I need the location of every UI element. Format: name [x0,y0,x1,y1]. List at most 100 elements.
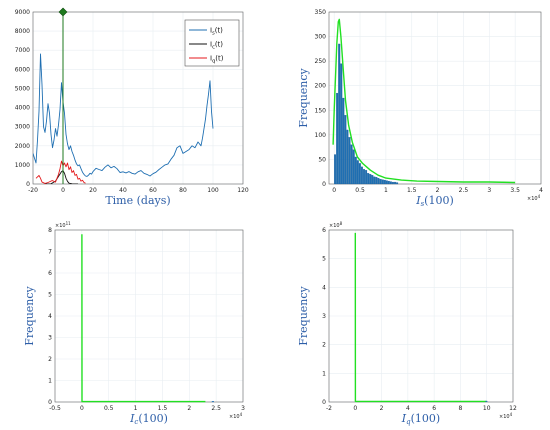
x-tick-label: 1.5 [407,187,417,194]
y-axis-label: Frequency [297,67,310,127]
y-exponent: ×108 [329,221,343,229]
chart-3: -0.5 0 0.5 1 1.5 2 2.5 3012345678×104×1011Ic(10… [23,221,245,426]
x-tick-label: 1 [384,187,388,194]
histogram-bar [340,63,343,185]
y-tick-label: 0 [322,181,326,188]
x-exponent: ×104 [229,412,243,420]
y-tick-label: 4 [48,313,52,320]
histogram-bar [375,177,378,185]
x-tick-label: 1.5 [158,405,168,412]
legend: Is(t) Ic(t) Iq(t) [184,19,240,67]
histogram-bar [383,179,386,185]
y-tick-label: 1 [48,378,52,385]
x-tick-label: 8 [459,405,463,412]
x-tick-label: 2.5 [459,187,469,194]
y-tick-label: 3 [48,335,52,342]
y-tick-label: 3 [322,313,326,320]
histogram-bar [334,154,337,185]
x-tick-label: 0 [353,405,357,412]
legend-label: Ic(t) [210,41,223,51]
x-tick-label: 0.5 [104,405,114,412]
series-line-Is(t) [33,53,214,177]
y-tick-label: 1 [322,370,326,377]
y-tick-label: 0 [26,181,30,188]
x-tick-label: 2 [436,187,440,194]
density-line-1 [81,234,206,403]
chart-2: 0 0.5 1 1.5 2 2.5 3 3.5 4 0 50 100 150 200 250 300 350 ×1… [297,9,543,208]
y-axis-label: Frequency [23,285,36,345]
histogram-bar [391,181,394,185]
legend-label: Iq(t) [210,55,224,65]
histogram-bar [387,180,390,185]
y-tick-label: 50 [318,156,326,163]
x-tick-label: 2 [187,405,191,412]
y-tick-label: 7 [48,249,52,256]
series-line-Iq(t) [35,160,86,184]
y-tick-label: 8000 [15,28,30,35]
histogram-bar [346,129,349,185]
y-tick-label: 1000 [15,162,30,169]
x-axis-label: Iq(100) [401,412,440,426]
x-axis-label: Is(100) [415,194,454,208]
x-exponent: ×104 [527,194,541,202]
x-tick-label: 40 [119,187,127,194]
x-tick-label: 10 [483,405,491,412]
histogram-bar [348,137,351,185]
diamond-marker [58,7,68,17]
y-tick-label: 2000 [15,143,30,150]
histogram-bar [379,178,382,185]
density-line-1 [354,232,487,403]
y-tick-label: 6000 [15,66,30,73]
histogram-bar [356,160,359,185]
histogram-bar [377,178,380,185]
y-tick-label: 5000 [15,85,30,92]
x-tick-label: 20 [89,187,97,194]
y-tick-label: 4000 [15,105,30,112]
y-tick-label: 350 [315,9,327,16]
x-tick-label: -2 [326,405,332,412]
chart-1: -20 0 20 40 60 80 100 1200100020003000400050006… [15,7,249,207]
x-tick-label: 0 [61,187,65,194]
gridlines [329,11,542,185]
histogram-bar [344,115,347,185]
x-axis-label: Time (days) [105,194,170,207]
x-exponent: ×104 [499,412,513,420]
y-tick-label: 0 [322,399,326,406]
y-tick-label: 5 [322,256,326,263]
histogram-bar [354,156,357,185]
x-axis-label: Ic(100) [129,412,168,426]
x-tick-label: 1 [134,405,138,412]
y-tick-label: 5 [48,292,52,299]
x-tick-label: 120 [237,187,249,194]
histogram-bars [334,43,399,185]
x-tick-label: 60 [149,187,157,194]
y-tick-label: 200 [315,83,327,90]
x-tick-label: 4 [539,187,543,194]
x-tick-label: 2 [380,405,384,412]
histogram-bar [350,144,353,185]
y-tick-label: 3000 [15,124,30,131]
y-tick-label: 150 [315,107,327,114]
x-tick-label: 0.5 [355,187,365,194]
histogram-bar [352,149,355,185]
chart-4: -2 0 2 4 6 8 10 120123456×104×108Iq(100)Frequen… [297,221,517,426]
x-tick-label: 100 [207,187,219,194]
histogram-bar [394,181,397,185]
histogram-bar [385,180,388,185]
x-tick-label: 2.5 [211,405,221,412]
histogram-bar [369,174,372,185]
histogram-bar [396,182,399,185]
histogram-bar [358,163,361,185]
y-tick-label: 7000 [15,47,30,54]
histogram-bar [381,179,384,185]
histogram-bar [367,173,370,185]
histogram-bar [371,175,374,185]
density-curve [332,18,516,184]
x-tick-label: 4 [406,405,410,412]
plot-area [33,53,214,184]
histogram-bar [373,176,376,185]
y-tick-label: 9000 [15,9,30,16]
histogram-bar [338,43,341,185]
gridlines [54,229,244,403]
y-tick-label: 6 [48,270,52,277]
